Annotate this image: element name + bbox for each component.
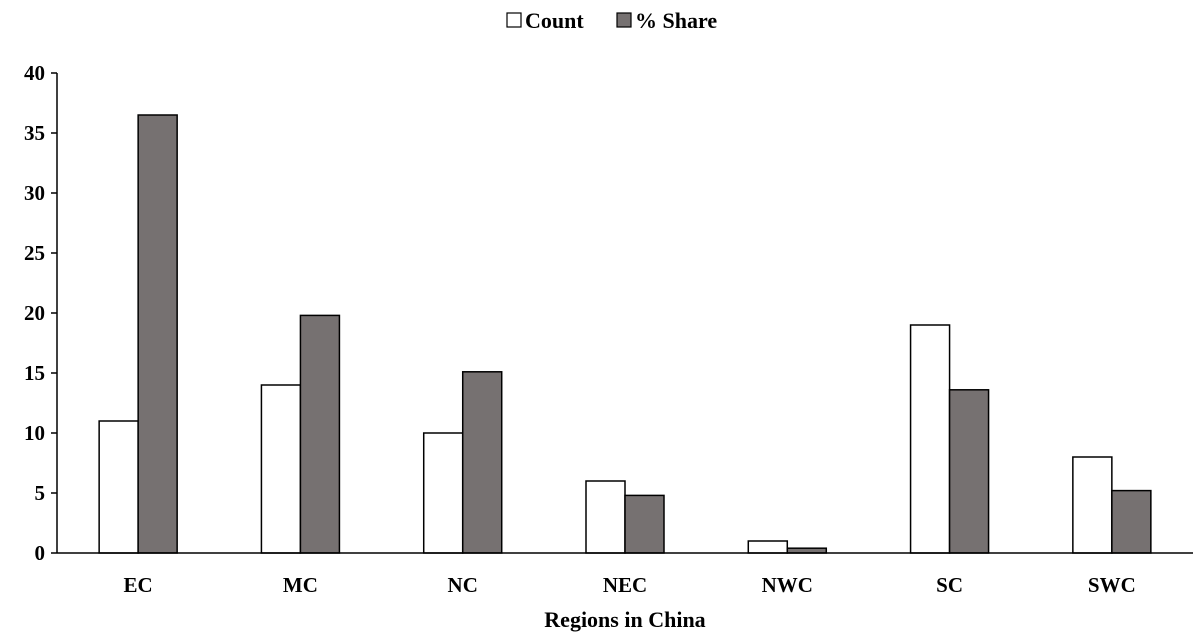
x-tick-label-nc: NC bbox=[448, 573, 478, 597]
y-tick-label: 25 bbox=[24, 241, 45, 265]
x-tick-label-sc: SC bbox=[936, 573, 963, 597]
y-tick-label: 15 bbox=[24, 361, 45, 385]
bar-count-nec bbox=[585, 480, 626, 554]
y-tick-label: 0 bbox=[35, 541, 46, 565]
legend: Count % Share bbox=[506, 8, 717, 33]
bar-count-mc bbox=[260, 384, 302, 554]
legend-swatch-count bbox=[506, 12, 522, 28]
x-tick-label-ec: EC bbox=[124, 573, 153, 597]
bar-count-swc bbox=[1072, 456, 1113, 554]
x-tick-label-nwc: NWC bbox=[762, 573, 813, 597]
bar-count-sc bbox=[909, 324, 951, 554]
x-axis-tick-labels: EC MC NC NEC NWC SC SWC bbox=[124, 573, 1136, 597]
bar-share-sc bbox=[948, 389, 990, 554]
y-tick-label: 30 bbox=[24, 181, 45, 205]
y-tick-label: 5 bbox=[35, 481, 46, 505]
x-tick-label-mc: MC bbox=[283, 573, 318, 597]
legend-label-share: % Share bbox=[635, 8, 717, 33]
y-tick-label: 40 bbox=[24, 61, 45, 85]
y-tick-label: 35 bbox=[24, 121, 45, 145]
bar-share-ec bbox=[137, 114, 178, 554]
y-axis-ticks: 0 5 10 15 20 25 30 35 40 bbox=[24, 61, 57, 565]
bar-share-nec bbox=[624, 494, 665, 554]
legend-label-count: Count bbox=[525, 8, 584, 33]
bar-count-nwc bbox=[747, 540, 789, 554]
bar-count-ec bbox=[98, 420, 139, 554]
bars-group bbox=[98, 114, 1152, 554]
bar-share-mc bbox=[299, 314, 341, 554]
bar-share-swc bbox=[1111, 489, 1152, 554]
x-tick-label-swc: SWC bbox=[1088, 573, 1136, 597]
x-tick-label-nec: NEC bbox=[603, 573, 647, 597]
legend-swatch-share bbox=[616, 12, 632, 28]
bar-count-nc bbox=[422, 432, 464, 554]
x-axis-title: Regions in China bbox=[544, 607, 705, 632]
y-tick-label: 10 bbox=[24, 421, 45, 445]
bar-share-nc bbox=[461, 371, 503, 554]
y-tick-label: 20 bbox=[24, 301, 45, 325]
